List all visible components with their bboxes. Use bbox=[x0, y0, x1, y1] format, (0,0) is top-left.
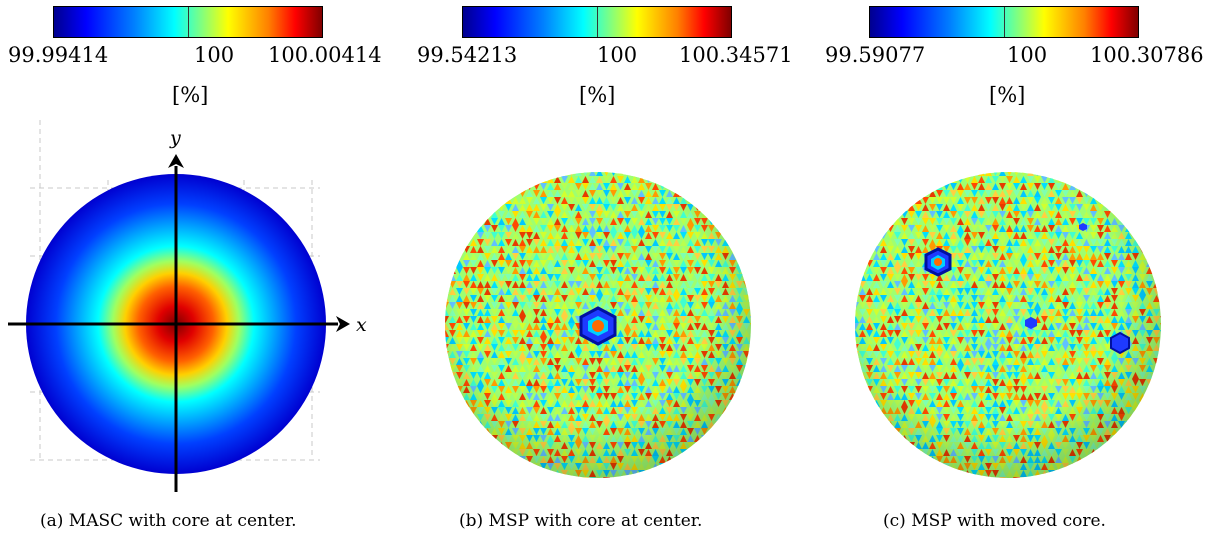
colorbar-c-min-label: 99.59077 bbox=[825, 43, 926, 67]
colorbar-c bbox=[869, 6, 1139, 38]
msp-sphere-moved-core bbox=[855, 172, 1161, 478]
colorbar-a bbox=[53, 6, 323, 38]
colorbar-b-min-label: 99.54213 bbox=[417, 43, 518, 67]
colorbar-b-mid-label: 100 bbox=[597, 43, 638, 67]
moved-core-marker bbox=[924, 247, 952, 277]
caption-a: (a) MASC with core at center. bbox=[40, 511, 297, 531]
colorbar-b-unit: [%] bbox=[579, 83, 616, 107]
colorbar-a-max-label: 100.00414 bbox=[268, 43, 382, 67]
colorbar-a-mid-tick bbox=[188, 7, 189, 37]
y-axis-arrow bbox=[168, 154, 184, 168]
panel-c: 99.59077 100 100.30786 [%] (c) MSP with … bbox=[805, 0, 1205, 537]
core-marker bbox=[579, 306, 617, 346]
caption-c: (c) MSP with moved core. bbox=[883, 511, 1106, 531]
colorbar-a-mid-label: 100 bbox=[194, 43, 235, 67]
colorbar-b-max-label: 100.34571 bbox=[679, 43, 793, 67]
colorbar-a-min-label: 99.99414 bbox=[8, 43, 109, 67]
colorbar-c-mid-tick bbox=[1004, 7, 1005, 37]
masc-disk-plot: x y bbox=[8, 120, 367, 492]
colorbar-b-mid-tick bbox=[597, 7, 598, 37]
colorbar-c-mid-label: 100 bbox=[1007, 43, 1048, 67]
colorbar-a-unit: [%] bbox=[172, 83, 209, 107]
colorbar-c-max-label: 100.30786 bbox=[1090, 43, 1204, 67]
colorbar-c-unit: [%] bbox=[989, 83, 1026, 107]
secondary-markers bbox=[1025, 223, 1130, 355]
panel-b: 99.54213 100 100.34571 [%] (b) MSP with … bbox=[405, 0, 805, 537]
panel-a: 99.99414 100 100.00414 [%] bbox=[0, 0, 400, 537]
x-axis-arrow bbox=[336, 316, 350, 332]
colorbar-b bbox=[462, 6, 732, 38]
msp-sphere-center-core bbox=[445, 172, 751, 478]
y-axis-label: y bbox=[169, 127, 181, 149]
caption-b: (b) MSP with core at center. bbox=[459, 511, 703, 531]
x-axis-label: x bbox=[356, 314, 367, 336]
